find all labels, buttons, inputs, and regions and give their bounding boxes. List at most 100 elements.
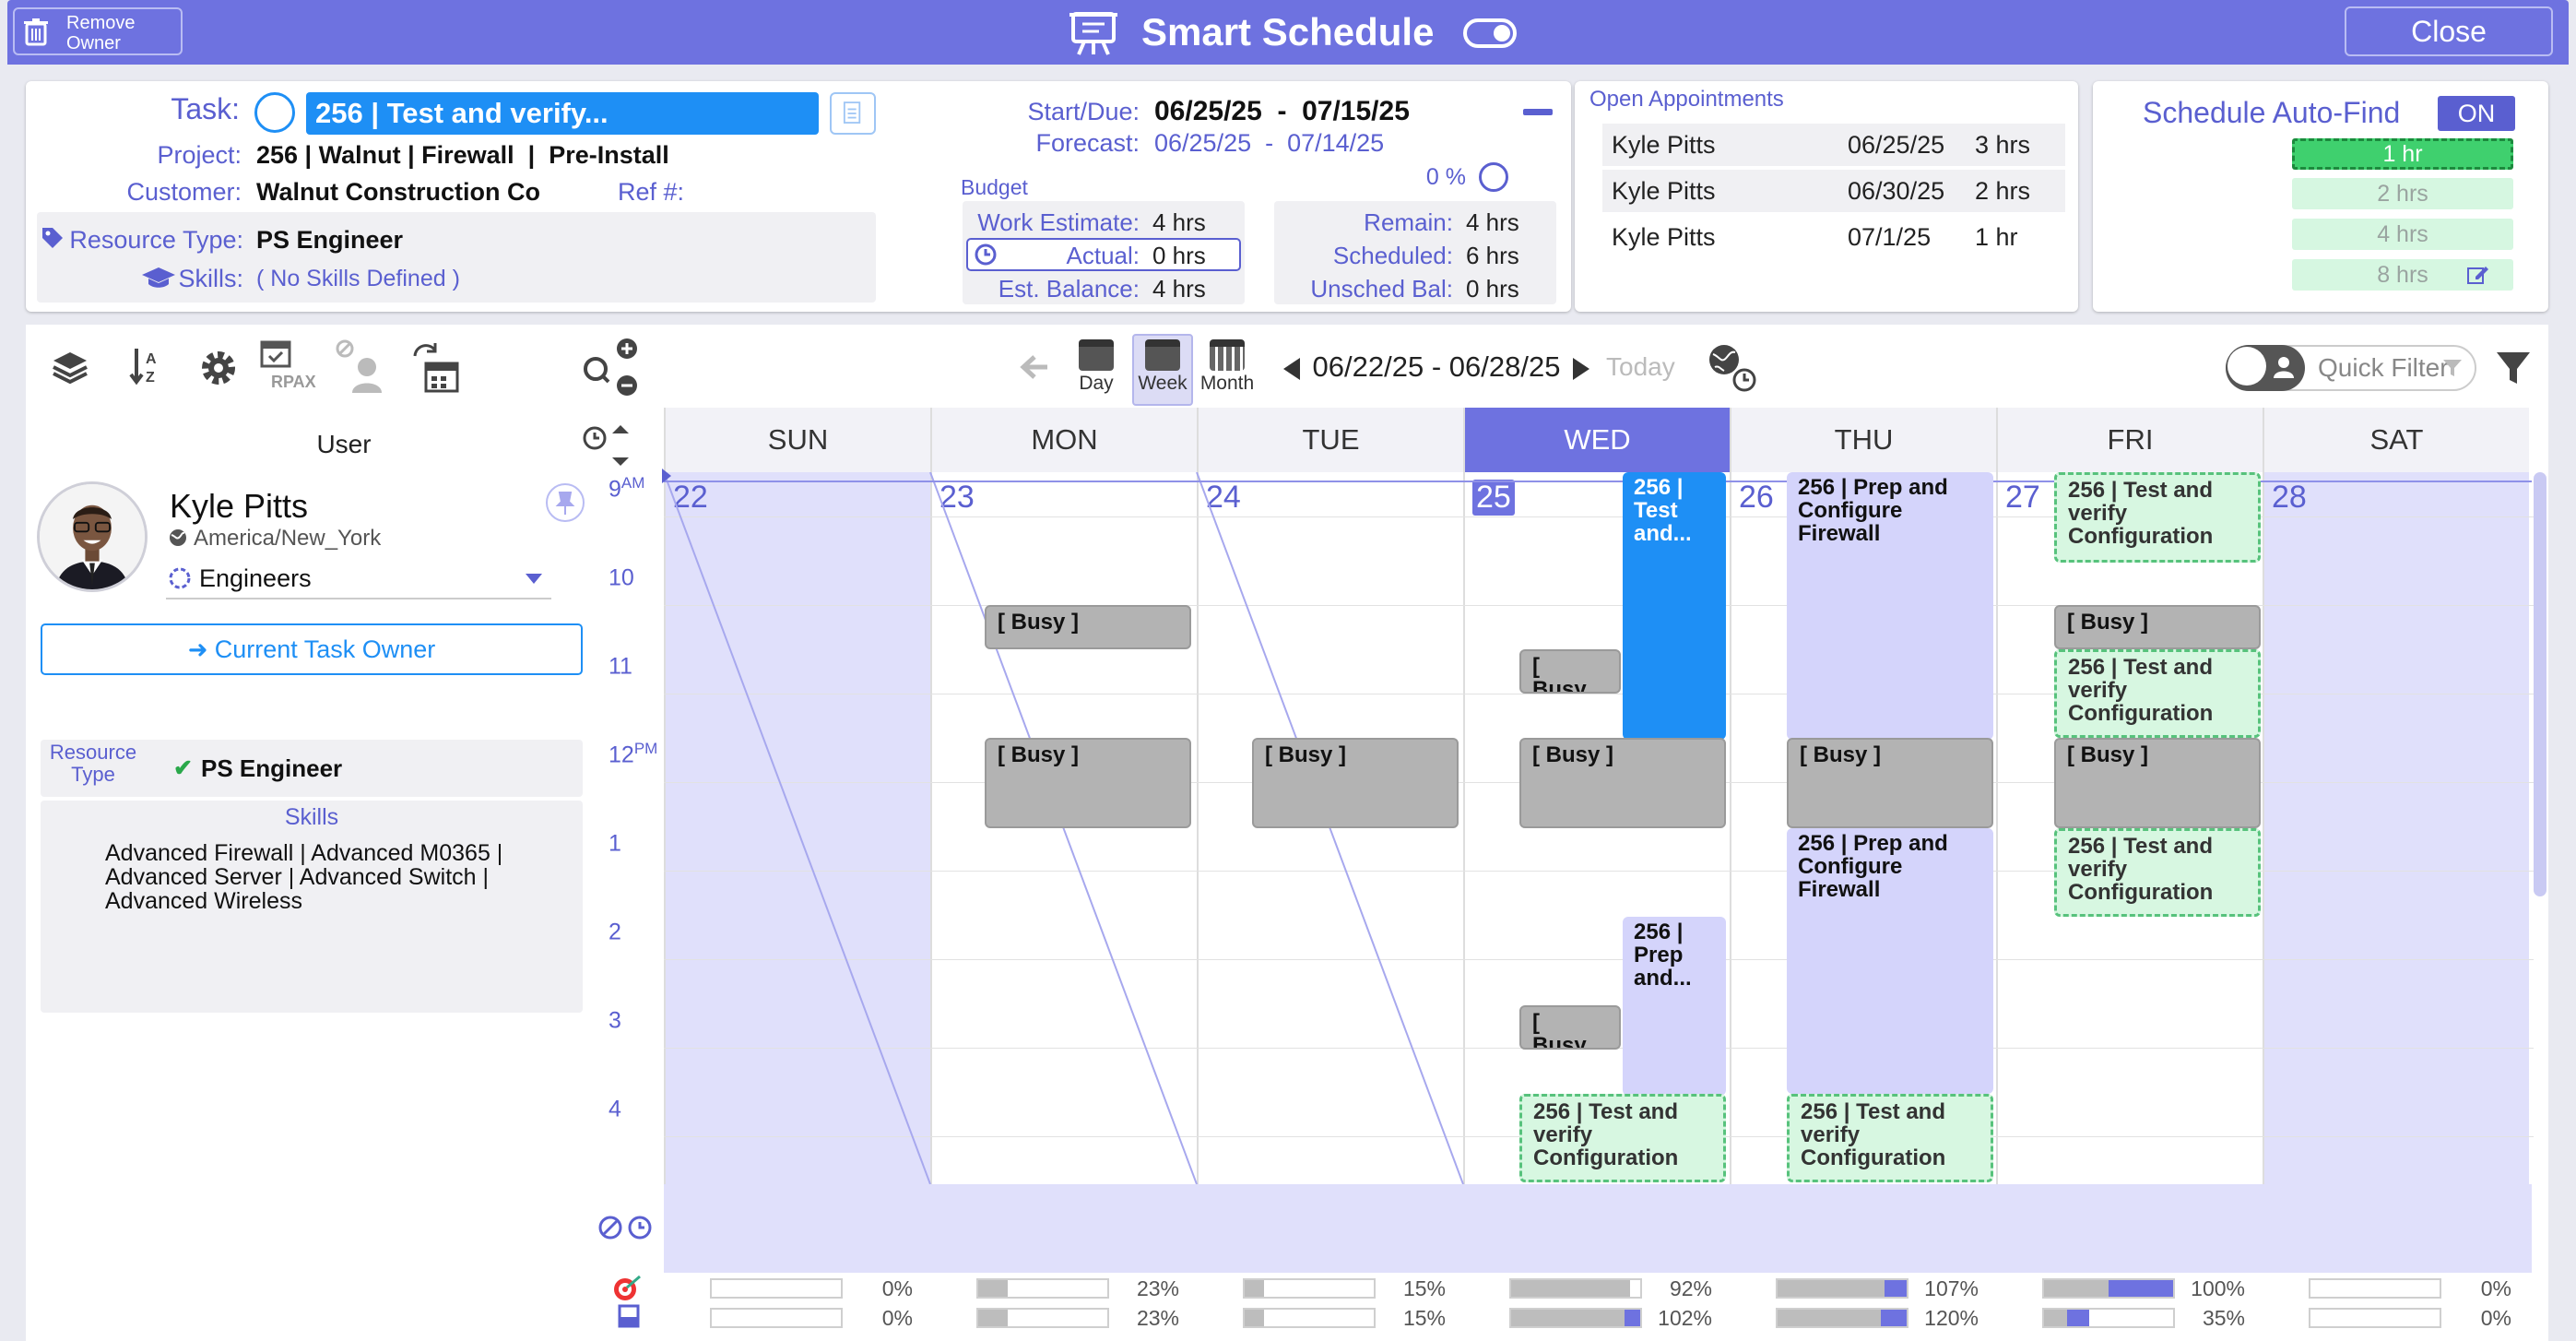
project-value: 256 | Walnut | Firewall | Pre-Install — [256, 141, 669, 169]
day-column[interactable] — [930, 472, 1197, 1184]
appointment-row[interactable]: Kyle Pitts 07/1/25 1 hr — [1602, 216, 2065, 258]
user-filter-toggle[interactable] — [2226, 345, 2305, 391]
today-button[interactable]: Today — [1606, 352, 1675, 381]
event-prep-configure[interactable]: 256 | Prep and Configure Firewall — [1787, 472, 1993, 740]
task-label: Task: — [171, 92, 240, 125]
timezone-globe-icon[interactable] — [1706, 341, 1757, 393]
remove-owner-button[interactable]: Remove Owner — [13, 7, 183, 55]
current-task-owner-button[interactable]: ➜ Current Task Owner — [41, 623, 583, 675]
day-header-sun[interactable]: SUN — [664, 408, 930, 472]
event-test-verify[interactable]: 256 | Test and verify Configuration — [1787, 1094, 1993, 1182]
event-busy[interactable]: [ Busy ] — [2054, 605, 2261, 649]
hour-number: 9 — [609, 476, 621, 503]
percent-circle[interactable] — [1479, 162, 1508, 192]
event-busy[interactable]: [ Busy ] — [2054, 738, 2261, 828]
task-status-circle[interactable] — [254, 92, 295, 133]
refresh-calendar-icon[interactable] — [409, 339, 463, 395]
event-busy[interactable]: [ Busy ] — [985, 605, 1191, 649]
auto-find-option-8hrs[interactable]: 8 hrs — [2292, 259, 2513, 291]
day-header-sat[interactable]: SAT — [2263, 408, 2529, 472]
svg-text:A: A — [146, 351, 157, 367]
day-header-thu[interactable]: THU — [1730, 408, 1996, 472]
task-document-icon[interactable] — [830, 92, 876, 135]
auto-find-option-4hrs[interactable]: 4 hrs — [2292, 219, 2513, 250]
layers-icon[interactable] — [52, 349, 89, 386]
back-arrow-icon[interactable] — [1020, 354, 1049, 380]
est-balance-label: Est. Balance: — [998, 275, 1140, 303]
remain-label: Remain: — [1364, 208, 1453, 236]
day-number: 24 — [1206, 480, 1241, 515]
sort-az-icon[interactable]: AZ — [127, 345, 164, 387]
event-test-verify[interactable]: 256 | Test and verify Configuration — [2054, 828, 2261, 917]
smart-schedule-toggle[interactable] — [1463, 18, 1517, 48]
event-prep-configure[interactable]: 256 | Prep and Configure Firewall — [1787, 828, 1993, 1094]
settings-gear-icon[interactable] — [199, 349, 238, 387]
utilization-bar — [1243, 1278, 1376, 1299]
auto-find-option-2hrs[interactable]: 2 hrs — [2292, 178, 2513, 209]
quick-filter-input[interactable]: Quick Filter — [2226, 345, 2476, 391]
pin-icon[interactable] — [546, 483, 585, 522]
day-column[interactable] — [1730, 472, 1996, 1184]
event-busy[interactable]: [ Busy... — [1519, 649, 1621, 694]
tag-icon — [42, 228, 63, 248]
task-selector[interactable]: 256 | Test and verify... — [306, 92, 819, 135]
forecast-value: 06/25/25 - 07/14/25 — [1154, 129, 1385, 157]
overbooked-fill — [2067, 1310, 2089, 1326]
view-day-button[interactable]: Day — [1066, 336, 1127, 408]
utilization-percent: 23% — [1136, 1306, 1179, 1330]
event-busy[interactable]: [ Busy ] — [1519, 738, 1726, 828]
overbooked-fill — [2109, 1280, 2173, 1297]
rpax-calendar-icon[interactable]: RPAX — [258, 338, 317, 393]
time-sort-icon[interactable] — [581, 424, 636, 467]
event-busy[interactable]: [ Busy ] — [1787, 738, 1993, 828]
event-busy[interactable]: [ Busy ] — [985, 738, 1191, 828]
day-header-mon[interactable]: MON — [930, 408, 1197, 472]
trash-icon — [24, 18, 48, 46]
view-week-button[interactable]: Week — [1132, 334, 1193, 406]
hour-label: 3 — [609, 1005, 655, 1034]
customer-label: Customer: — [126, 178, 242, 206]
hour-number: 3 — [609, 1007, 621, 1034]
clear-filter-icon — [2443, 360, 2462, 376]
appointment-row[interactable]: Kyle Pitts 06/30/25 2 hrs — [1602, 170, 2065, 212]
no-time-clock-icon[interactable] — [597, 1214, 656, 1241]
hour-number: 1 — [609, 830, 621, 857]
utilization-percent: 100% — [2191, 1276, 2245, 1300]
event-current-task[interactable]: 256 | Test and... — [1623, 472, 1726, 740]
auto-find-toggle[interactable]: ON — [2438, 96, 2515, 131]
budget-label: Budget — [961, 175, 1028, 199]
event-busy[interactable]: [ Busy ] — [1252, 738, 1459, 828]
day-column[interactable] — [1463, 472, 1730, 1184]
collapse-icon[interactable] — [1523, 109, 1553, 115]
filter-icon[interactable] — [2495, 350, 2532, 387]
graduation-cap-icon — [142, 267, 175, 288]
close-button[interactable]: Close — [2345, 6, 2553, 56]
day-column[interactable] — [1996, 472, 2263, 1184]
next-week-arrow-icon[interactable] — [1571, 356, 1591, 382]
calendar-scrollbar[interactable] — [2534, 472, 2546, 896]
prev-week-arrow-icon[interactable] — [1282, 356, 1302, 382]
auto-find-option-1hr[interactable]: 1 hr — [2292, 138, 2513, 170]
date-range: 06/22/25 - 06/28/25 — [1312, 350, 1561, 383]
appointment-row[interactable]: Kyle Pitts 06/25/25 3 hrs — [1602, 124, 2065, 166]
zoom-icon[interactable] — [579, 336, 645, 400]
event-test-verify[interactable]: 256 | Test and verify Configuration — [2054, 472, 2261, 563]
event-prep-configure[interactable]: 256 | Prep and... — [1623, 917, 1726, 1096]
day-header-tue[interactable]: TUE — [1197, 408, 1463, 472]
day-column[interactable] — [2263, 472, 2529, 1184]
day-header-wed[interactable]: WED — [1463, 408, 1730, 472]
utilization-fill — [1778, 1280, 1907, 1297]
event-busy[interactable]: [ Busy... — [1519, 1005, 1621, 1050]
day-column[interactable] — [1197, 472, 1463, 1184]
no-owner-user-icon[interactable] — [336, 339, 384, 395]
event-test-verify[interactable]: 256 | Test and verify Configuration — [2054, 649, 2261, 738]
hour-number: 11 — [609, 653, 632, 680]
project-label: Project: — [157, 141, 242, 169]
utilization-bar — [976, 1278, 1109, 1299]
percent-complete: 0 % — [1425, 164, 1466, 190]
user-group-select[interactable]: Engineers — [166, 563, 551, 599]
event-test-verify[interactable]: 256 | Test and verify Configuration — [1519, 1094, 1726, 1182]
view-month-button[interactable]: Month — [1197, 336, 1258, 408]
actual-field[interactable] — [966, 238, 1241, 271]
day-header-fri[interactable]: FRI — [1996, 408, 2263, 472]
